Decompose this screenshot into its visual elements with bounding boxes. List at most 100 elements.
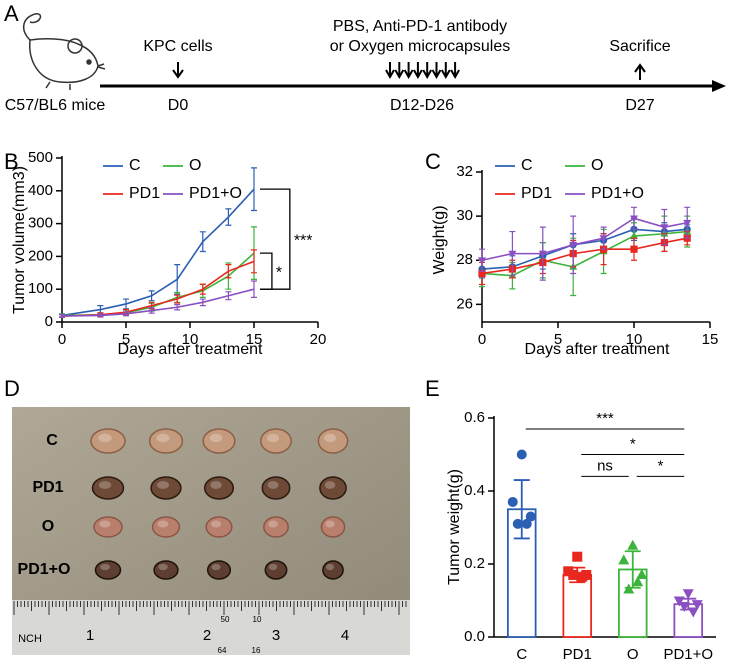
significance-bracket (260, 188, 291, 290)
ruler-small: 16 (252, 646, 261, 655)
marker (521, 518, 532, 529)
marker (691, 600, 703, 611)
marker (512, 518, 523, 529)
tumor-highlight (324, 481, 336, 489)
significance-label: ns (597, 457, 613, 474)
marker (572, 551, 583, 562)
x-tick-label: PD1 (563, 646, 592, 663)
series-line (61, 252, 255, 317)
ruler-small: 64 (218, 646, 227, 655)
event-arrow (413, 62, 423, 80)
event-day: D27 (625, 97, 654, 114)
event-label: Sacrifice (609, 38, 670, 55)
event-day: D0 (168, 97, 189, 114)
series-line (481, 230, 688, 277)
tumor (206, 560, 232, 580)
tumor (153, 560, 179, 580)
ruler-ticks (13, 601, 407, 615)
legend-label: C (129, 157, 141, 174)
panel-label: B (4, 149, 19, 174)
marker (478, 269, 486, 278)
y-tick-label: 0.4 (464, 482, 485, 499)
tumor (205, 516, 233, 538)
event-arrow (450, 62, 460, 80)
x-tick-label: 15 (246, 331, 263, 348)
legend-label: PD1 (129, 185, 160, 202)
marker (630, 215, 638, 223)
marker (507, 496, 518, 507)
tumor (261, 476, 291, 500)
marker (632, 576, 644, 587)
y-tick-label: 0 (45, 313, 53, 330)
event-arrows (385, 62, 460, 80)
tumor-highlight (266, 433, 280, 443)
tumor-highlight (211, 563, 221, 571)
panel-label: D (4, 376, 20, 401)
x-tick-label: 15 (702, 331, 719, 348)
ruler-small: 10 (253, 615, 262, 624)
ruler-small: 50 (221, 615, 230, 624)
event-label: or Oxygen microcapsules (330, 38, 511, 55)
marker (636, 568, 648, 579)
series-line (481, 237, 688, 275)
ruler (12, 600, 410, 655)
panel-label: E (425, 376, 440, 401)
marker (516, 449, 527, 460)
tumor-highlight (325, 563, 335, 571)
x-tick-label: 5 (122, 331, 130, 348)
event-arrow (440, 62, 451, 80)
tumor-highlight (98, 481, 112, 489)
y-tick-label: 28 (456, 251, 473, 268)
y-tick-label: 26 (456, 295, 473, 312)
tumor-highlight (157, 481, 169, 489)
x-tick-label: 10 (182, 331, 199, 348)
event-arrow (172, 62, 184, 79)
series-line (61, 288, 255, 317)
x-axis-title: Days after treatment (118, 341, 264, 358)
y-tick-label: 30 (456, 207, 473, 224)
event-arrow (394, 62, 405, 80)
significance-label: *** (294, 232, 313, 249)
marker (687, 607, 699, 618)
y-axis-title: Tumor weight(g) (446, 469, 463, 585)
legend-label: C (521, 157, 533, 174)
marker (569, 241, 578, 250)
event-arrow (403, 62, 414, 80)
tumor (91, 476, 125, 500)
x-tick-label: O (627, 646, 639, 663)
significance-label: *** (596, 410, 614, 427)
y-tick-label: 300 (28, 215, 53, 232)
series-line (481, 217, 688, 262)
marker (623, 583, 635, 594)
x-tick-label: 0 (58, 331, 66, 348)
marker (599, 235, 608, 243)
tumor-highlight (99, 520, 111, 528)
y-tick-label: 0.6 (464, 409, 485, 426)
tumor-highlight (158, 563, 168, 571)
y-tick-label: 32 (456, 163, 473, 180)
tumor (260, 428, 292, 454)
tumor (319, 476, 347, 500)
significance-label: * (276, 264, 282, 281)
ruler-label: 1 (86, 627, 94, 644)
x-tick-label: C (516, 646, 527, 663)
significance-label: * (630, 435, 636, 452)
marker (508, 250, 517, 258)
event-day: D12-D26 (390, 97, 454, 114)
marker (678, 601, 690, 612)
tumor (148, 428, 184, 454)
legend-label: PD1+O (591, 185, 644, 202)
tumor-highlight (268, 563, 278, 571)
legend-label: PD1+O (189, 185, 242, 202)
series-line (61, 188, 255, 317)
bar (562, 574, 593, 638)
event-label: PBS, Anti-PD-1 antibody (333, 18, 507, 35)
event-arrow (422, 62, 433, 80)
y-tick-label: 200 (28, 247, 53, 264)
y-tick-label: 500 (28, 149, 53, 166)
error-bar (513, 479, 530, 540)
tumor (202, 428, 236, 454)
row-label: PD1 (32, 479, 63, 496)
